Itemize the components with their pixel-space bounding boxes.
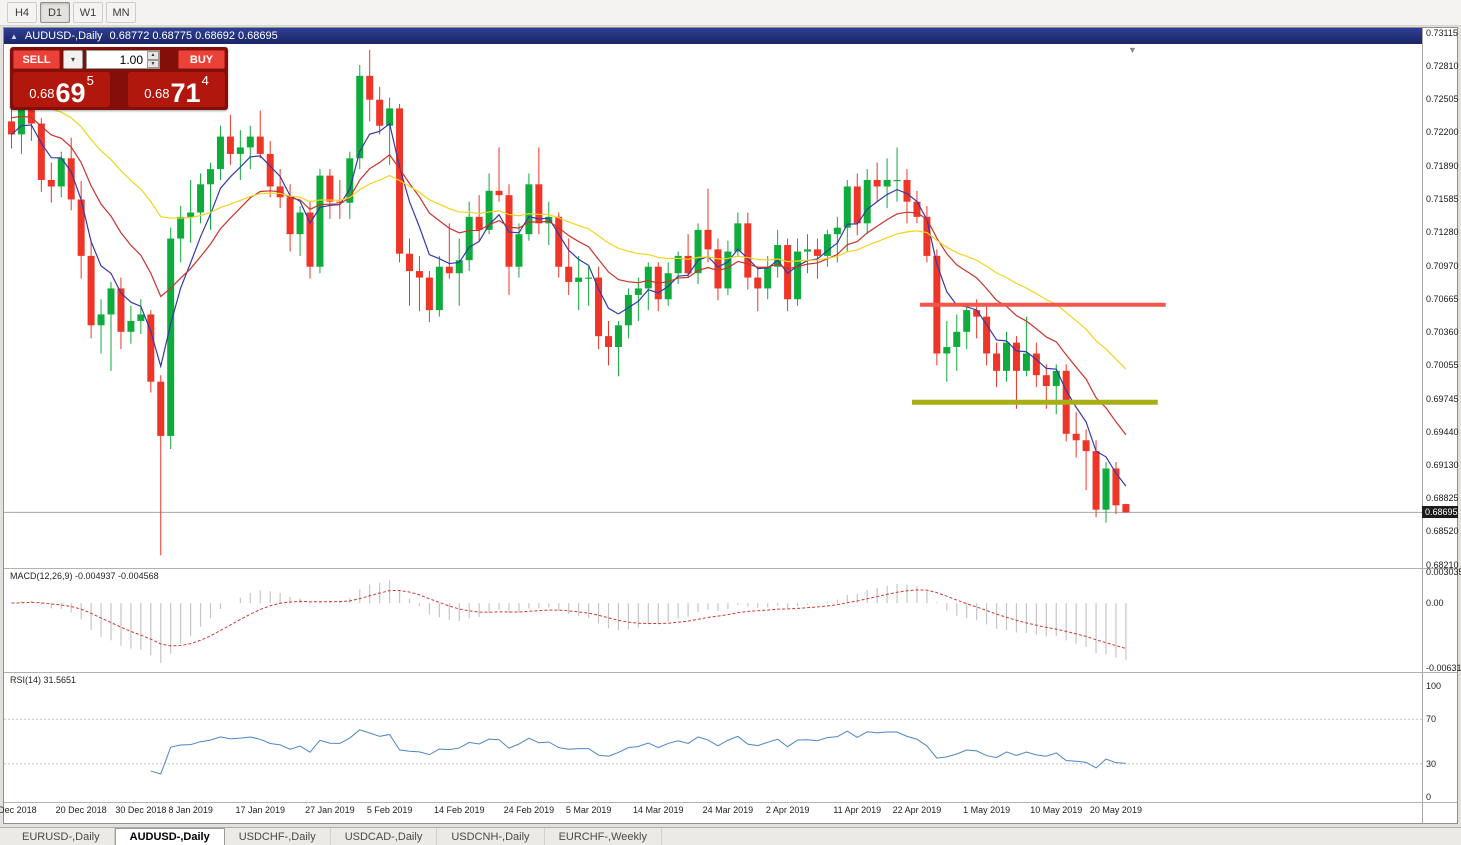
date-axis-label: 14 Mar 2019 [632, 805, 684, 815]
rsi-scale-label: 100 [1426, 681, 1442, 691]
date-axis-label: 27 Jan 2019 [305, 805, 355, 815]
buy-price-prefix: 0.68 [144, 86, 170, 101]
price-scale-label: 0.69745 [1426, 393, 1459, 404]
date-axis-label: 5 Feb 2019 [366, 805, 413, 815]
buy-price-big-digits: 71 [170, 78, 201, 108]
price-scale-label: 0.68210 [1426, 560, 1459, 570]
date-axis-label: 14 Feb 2019 [433, 805, 485, 815]
sell-price-prefix: 0.68 [29, 86, 55, 101]
rsi-scale-label: 30 [1426, 758, 1437, 769]
chart-tab-eurusd-daily[interactable]: EURUSD-,Daily [8, 828, 115, 845]
one-click-trading-panel: SELL ▾ ▲ ▼ BUY 0.68 69 5 0.68 71 4 [10, 47, 228, 110]
volume-input[interactable] [86, 50, 160, 69]
timeframe-d1[interactable]: D1 [40, 2, 70, 23]
price-scale-label: 0.71280 [1426, 227, 1459, 238]
date-axis-label: 30 Dec 2018 [115, 805, 167, 815]
date-axis-label: 8 Jan 2019 [168, 805, 213, 815]
date-axis-label: 10 May 2019 [1030, 805, 1083, 815]
price-scale-label: 0.72200 [1426, 127, 1459, 138]
chart-tab-usdcad-daily[interactable]: USDCAD-,Daily [331, 828, 438, 845]
chart-tab-usdchf-daily[interactable]: USDCHF-,Daily [225, 828, 331, 845]
chart-tab-usdcnh-daily[interactable]: USDCNH-,Daily [437, 828, 545, 845]
price-scale-label: 0.73115 [1426, 28, 1458, 38]
price-scale: 0.68695 0.73115 0.72810 0.72505 0.72200 0.71… [1422, 28, 1461, 823]
chart-tabs-bar: EURUSD-,Daily AUDUSD-,Daily USDCHF-,Daily U… [0, 827, 1461, 845]
chart-shift-marker-icon[interactable]: ▼ [1128, 45, 1137, 55]
volume-spinner: ▲ ▼ [147, 51, 159, 68]
date-axis-label: 1 May 2019 [963, 805, 1011, 815]
buy-price-button[interactable]: 0.68 71 4 [128, 72, 225, 107]
volume-increase-button[interactable]: ▲ [147, 51, 159, 60]
date-axis-label: 11 Apr 2019 [833, 805, 882, 815]
date-axis-label: 20 Dec 2018 [55, 805, 107, 815]
buy-price-pip-digit: 4 [201, 73, 209, 88]
rsi-indicator-label: RSI(14) 31.5651 [10, 675, 77, 685]
price-scale-label: 0.70970 [1426, 260, 1459, 271]
chart-tab-eurchf-weekly[interactable]: EURCHF-,Weekly [545, 828, 662, 845]
macd-scale-label: -0.006315 [1426, 663, 1461, 673]
timeframe-mn[interactable]: MN [106, 2, 136, 23]
macd-scale-label: 0.00 [1426, 598, 1444, 609]
sell-price-big-digits: 69 [55, 78, 86, 108]
date-axis-label: 24 Mar 2019 [702, 805, 754, 815]
price-scale-label: 0.70665 [1426, 293, 1459, 304]
macd-indicator-label: MACD(12,26,9) -0.004937 -0.004568 [10, 571, 159, 581]
price-scale-label: 0.72505 [1426, 94, 1459, 105]
date-axis-label: 20 May 2019 [1089, 805, 1142, 815]
sell-button[interactable]: SELL [13, 50, 60, 69]
volume-preset-dropdown[interactable]: ▾ [63, 50, 83, 69]
timeframe-w1[interactable]: W1 [73, 2, 103, 23]
price-scale-label: 0.71890 [1426, 160, 1459, 171]
price-scale-label: 0.69440 [1426, 426, 1459, 437]
chart-titlebar: ▲ AUDUSD-,Daily 0.68772 0.68775 0.68692 … [4, 28, 1422, 44]
date-axis-label: 2 Apr 2019 [765, 805, 810, 815]
chart-title-ohlc: 0.68772 0.68775 0.68692 0.68695 [109, 30, 278, 42]
buy-button[interactable]: BUY [178, 50, 225, 69]
timeframe-h4[interactable]: H4 [7, 2, 37, 23]
date-axis-label: 5 Mar 2019 [565, 805, 612, 815]
date-axis-label: 22 Apr 2019 [892, 805, 942, 815]
chart-up-arrow-icon: ▲ [10, 31, 18, 41]
sell-price-pip-digit: 5 [86, 73, 94, 88]
date-axis-label: 17 Jan 2019 [235, 805, 286, 815]
price-scale-background [1422, 28, 1458, 823]
macd-scale-label: 0.003035 [1426, 567, 1461, 577]
timeframe-toolbar: H4 D1 W1 MN [0, 0, 1461, 26]
price-scale-label: 0.70055 [1426, 359, 1459, 370]
date-axis-label: 11 Dec 2018 [0, 805, 37, 815]
price-scale-label: 0.71585 [1426, 193, 1459, 204]
caret-down-icon: ▾ [70, 55, 75, 64]
date-axis-label: 24 Feb 2019 [503, 805, 555, 815]
current-price-label: 0.68695 [1422, 506, 1458, 519]
price-scale-label: 0.68520 [1426, 526, 1459, 537]
volume-decrease-button[interactable]: ▼ [147, 59, 159, 68]
rsi-scale-label: 70 [1426, 714, 1437, 725]
price-scale-label: 0.70360 [1426, 326, 1459, 337]
sell-price-button[interactable]: 0.68 69 5 [13, 72, 110, 107]
chart-tab-audusd-daily[interactable]: AUDUSD-,Daily [114, 828, 225, 845]
price-scale-label: 0.68825 [1426, 493, 1459, 504]
rsi-scale-label: 0 [1426, 792, 1432, 802]
chart-title-symbol: AUDUSD-,Daily [24, 30, 103, 42]
price-scale-label: 0.72810 [1426, 61, 1459, 72]
price-scale-label: 0.69130 [1426, 460, 1459, 471]
